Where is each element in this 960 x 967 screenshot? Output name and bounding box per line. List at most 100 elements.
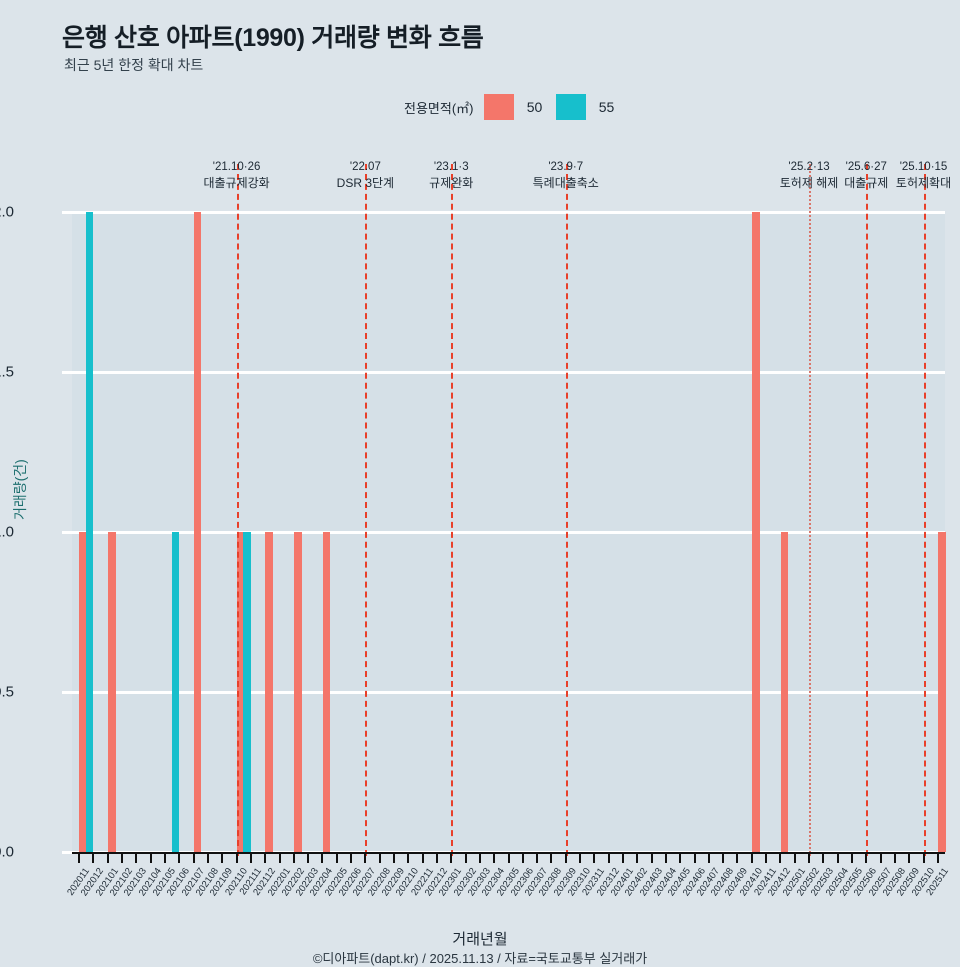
x-axis-tick-mark: [364, 854, 367, 863]
x-axis-tick-mark: [893, 854, 896, 863]
x-axis-tick-mark: [822, 854, 825, 863]
y-axis-tick-label: 1.0: [0, 523, 14, 541]
x-axis-tick-mark: [278, 854, 281, 863]
x-axis-title: 거래년월: [452, 931, 508, 948]
event-annotation-date: '23.1·3: [433, 161, 469, 173]
x-axis-tick-mark: [707, 854, 710, 863]
event-line: [565, 164, 568, 856]
y-axis-tick-label: 0.5: [0, 683, 14, 701]
event-annotation: '22.07 DSR 3단계: [305, 160, 425, 191]
x-axis-tick-mark: [593, 854, 596, 863]
event-annotation-text: 대출규제강화: [203, 176, 270, 190]
legend-label-50: 50: [526, 99, 543, 115]
event-line: [365, 164, 368, 856]
x-axis-tick-mark: [693, 854, 696, 863]
event-line: [451, 164, 454, 856]
legend-label-55: 55: [598, 99, 615, 115]
bar: [265, 532, 273, 852]
bar: [751, 212, 760, 852]
x-axis-tick-mark: [235, 854, 238, 863]
event-annotation: '25.2·13 토허제 해제: [749, 160, 869, 191]
x-axis-tick-mark: [765, 854, 768, 863]
event-annotation-date: '21.10·26: [212, 161, 261, 173]
x-axis-tick-mark: [435, 854, 438, 863]
x-axis-tick-mark: [106, 854, 109, 863]
legend-swatch-55: [555, 94, 586, 120]
page-title: 은행 산호 아파트(1990) 거래량 변화 흐름: [62, 24, 484, 52]
event-annotation-date: '22.07: [349, 161, 381, 173]
bar: [236, 532, 245, 852]
x-axis-tick-mark: [178, 854, 181, 863]
x-axis-tick-mark: [521, 854, 524, 863]
bar: [938, 532, 946, 852]
page-subtitle: 최근 5년 한정 확대 차트: [64, 57, 204, 73]
x-axis-tick-mark: [808, 854, 811, 863]
x-axis-tick-mark: [922, 854, 925, 863]
event-annotation: '25.6·27 대출규제: [806, 160, 926, 191]
x-axis-tick-mark: [393, 854, 395, 863]
bar: [243, 532, 251, 852]
x-axis-tick-mark: [450, 854, 453, 863]
x-axis-tick-mark: [378, 854, 381, 863]
x-axis-tick-mark: [536, 854, 539, 863]
x-axis-tick-mark: [793, 854, 796, 863]
x-axis-line: [72, 852, 945, 854]
x-axis-tick-mark: [78, 854, 81, 863]
bar: [171, 532, 180, 852]
event-annotation-text: 규제완화: [429, 176, 474, 190]
y-axis-tick-mark: [62, 370, 72, 374]
x-axis-tick-mark: [464, 854, 467, 863]
x-axis-tick-mark: [335, 854, 338, 863]
bar: [79, 532, 87, 852]
x-axis-tick-mark: [307, 854, 310, 863]
event-annotation: '23.1·3 규제완화: [391, 160, 511, 191]
legend-swatch-50: [483, 94, 514, 120]
x-axis-tick-mark: [421, 854, 424, 863]
gridline: [72, 210, 945, 214]
event-annotation: '25.10·15 토허제확대: [864, 160, 960, 191]
x-axis-tick-mark: [564, 854, 567, 863]
event-annotation-text: 대출규제: [844, 176, 889, 190]
bar: [780, 532, 789, 852]
x-axis-tick-mark: [679, 854, 682, 863]
x-axis-tick-mark: [149, 854, 152, 863]
y-axis-tick-mark: [62, 690, 72, 694]
bar: [107, 532, 116, 852]
x-axis-tick-mark: [879, 854, 882, 863]
x-axis-tick-mark: [664, 854, 667, 863]
x-axis-tick-mark: [636, 854, 639, 863]
event-annotation-date: '25.6·27: [845, 161, 887, 173]
x-axis-tick-mark: [292, 854, 295, 863]
x-axis-tick-mark: [164, 854, 167, 863]
y-axis-tick-label: 2.0: [0, 203, 14, 221]
legend-title: 전용면적(㎡): [404, 100, 474, 116]
event-line: [866, 164, 869, 856]
bar: [322, 532, 331, 852]
event-annotation-text: 토허제 해제: [779, 176, 839, 190]
x-axis-tick-mark: [936, 854, 939, 863]
event-annotation-date: '23.9·7: [548, 161, 584, 173]
event-annotation-text: DSR 3단계: [336, 176, 395, 190]
event-annotation-text: 특례대출축소: [532, 176, 599, 190]
event-annotation-text: 토허제확대: [895, 176, 952, 190]
gridline: [72, 370, 945, 374]
bar: [294, 532, 302, 852]
event-annotation: '21.10·26 대출규제강화: [177, 160, 297, 191]
x-axis-tick-mark: [135, 854, 138, 863]
x-axis-tick-mark: [722, 854, 725, 863]
y-axis-tick-label: 0.0: [0, 843, 14, 861]
x-axis-tick-mark: [750, 854, 753, 863]
x-axis-tick-mark: [779, 854, 782, 863]
x-axis-tick-mark: [206, 854, 209, 863]
x-axis-tick-mark: [607, 854, 610, 863]
x-axis-tick-mark: [493, 854, 496, 863]
gridline: [72, 530, 945, 534]
event-annotation-date: '25.2·13: [788, 161, 830, 173]
x-axis-tick-mark: [579, 854, 582, 863]
x-axis-tick-mark: [321, 854, 324, 863]
event-annotation-date: '25.10·15: [899, 161, 948, 173]
event-annotation: '23.9·7 특례대출축소: [506, 160, 626, 191]
gridline: [72, 690, 945, 694]
x-axis-tick-mark: [621, 854, 624, 863]
